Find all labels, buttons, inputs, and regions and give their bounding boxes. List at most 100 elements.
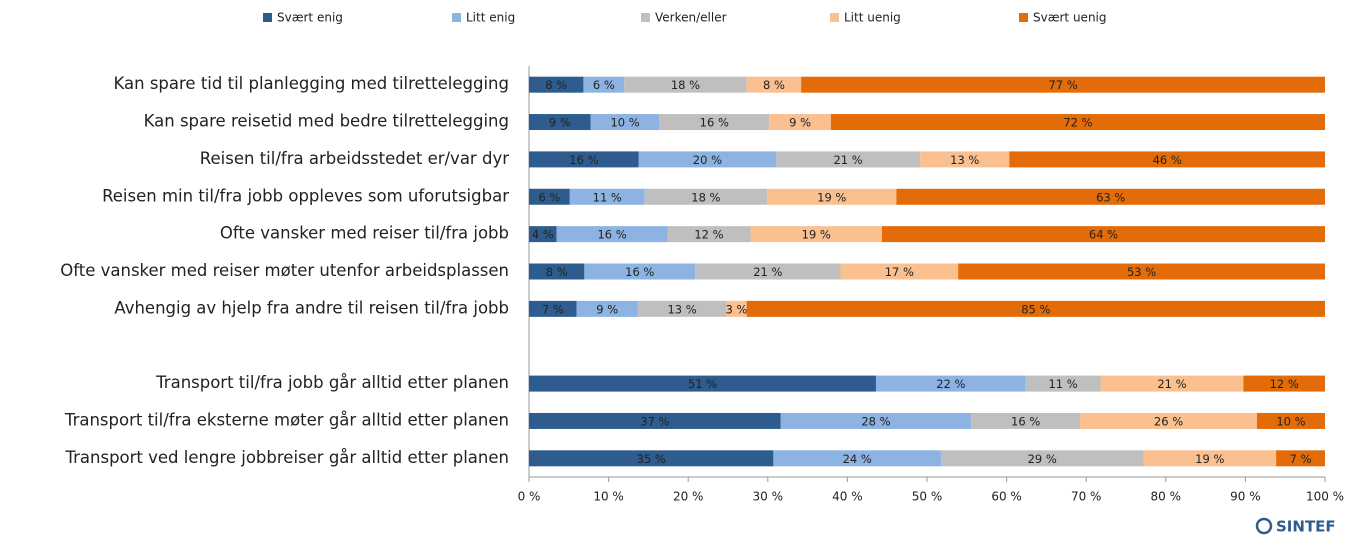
bar-segment bbox=[896, 188, 1325, 205]
value-label: 16 % bbox=[1011, 414, 1040, 428]
bar-segment bbox=[529, 114, 591, 131]
bar-segment bbox=[746, 300, 1325, 317]
legend-label: Litt enig bbox=[466, 11, 515, 25]
bar-segment bbox=[637, 300, 727, 317]
bar-segment bbox=[590, 114, 660, 131]
value-label: 6 % bbox=[593, 78, 615, 92]
legend-swatch bbox=[641, 13, 650, 22]
bar-segment bbox=[529, 151, 639, 168]
legend-label: Verken/eller bbox=[655, 11, 727, 25]
bar-segment bbox=[801, 76, 1325, 93]
legend-label: Litt uenig bbox=[844, 11, 901, 25]
x-tick-label: 70 % bbox=[1071, 490, 1102, 504]
bar-segment bbox=[875, 375, 1026, 392]
bar-segment bbox=[767, 188, 897, 205]
bar-segment bbox=[529, 76, 584, 93]
bar-segment bbox=[920, 151, 1010, 168]
bar-segment bbox=[971, 412, 1081, 429]
value-label: 72 % bbox=[1063, 116, 1092, 130]
value-label: 29 % bbox=[1028, 452, 1057, 466]
legend-swatch bbox=[1019, 13, 1028, 22]
bar-segment bbox=[667, 226, 751, 243]
category-label: Transport ved lengre jobbreiser går allt… bbox=[64, 448, 509, 467]
value-label: 21 % bbox=[753, 265, 782, 279]
value-label: 8 % bbox=[763, 78, 785, 92]
x-tick-label: 40 % bbox=[832, 490, 863, 504]
value-label: 12 % bbox=[694, 228, 723, 242]
value-label: 85 % bbox=[1021, 302, 1050, 316]
bar-segment bbox=[1276, 450, 1325, 467]
category-label: Transport til/fra eksterne møter går all… bbox=[64, 410, 509, 429]
x-tick-label: 90 % bbox=[1230, 490, 1261, 504]
bar-segment bbox=[750, 226, 883, 243]
value-label: 37 % bbox=[640, 414, 669, 428]
bar-segment bbox=[529, 263, 585, 280]
value-label: 28 % bbox=[861, 414, 890, 428]
bar-segment bbox=[584, 263, 696, 280]
bar-segment bbox=[583, 76, 625, 93]
bar-segment bbox=[529, 300, 577, 317]
value-label: 13 % bbox=[667, 302, 696, 316]
bar-segment bbox=[780, 412, 972, 429]
bar-segment bbox=[1025, 375, 1101, 392]
value-label: 13 % bbox=[950, 153, 979, 167]
bar-segment bbox=[1256, 412, 1325, 429]
x-tick-label: 10 % bbox=[593, 490, 624, 504]
value-label: 3 % bbox=[726, 302, 748, 316]
value-label: 19 % bbox=[802, 228, 831, 242]
category-label: Kan spare reisetid med bedre tilretteleg… bbox=[144, 112, 509, 131]
bar-segment bbox=[840, 263, 959, 280]
bar-segment bbox=[773, 450, 941, 467]
value-label: 77 % bbox=[1048, 78, 1077, 92]
value-label: 16 % bbox=[597, 228, 626, 242]
bar-segment bbox=[644, 188, 768, 205]
bar-segment bbox=[830, 114, 1325, 131]
bar-segment bbox=[556, 226, 668, 243]
value-label: 16 % bbox=[625, 265, 654, 279]
bar-segment bbox=[569, 188, 645, 205]
bar-segment bbox=[529, 412, 781, 429]
category-label: Ofte vansker med reiser til/fra jobb bbox=[220, 224, 509, 243]
value-label: 22 % bbox=[936, 377, 965, 391]
legend-label: Svært uenig bbox=[1033, 11, 1107, 25]
value-label: 64 % bbox=[1089, 228, 1118, 242]
category-label: Transport til/fra jobb går alltid etter … bbox=[155, 373, 509, 392]
value-label: 10 % bbox=[1276, 414, 1305, 428]
x-tick-label: 100 % bbox=[1306, 490, 1344, 504]
logo-text: SINTEF bbox=[1276, 518, 1336, 536]
value-label: 24 % bbox=[843, 452, 872, 466]
bar-segment bbox=[638, 151, 777, 168]
value-label: 11 % bbox=[1048, 377, 1077, 391]
bar-segment bbox=[958, 263, 1325, 280]
legend-swatch bbox=[263, 13, 272, 22]
value-label: 26 % bbox=[1154, 414, 1183, 428]
value-label: 51 % bbox=[688, 377, 717, 391]
category-label: Reisen min til/fra jobb oppleves som ufo… bbox=[102, 186, 509, 205]
value-label: 8 % bbox=[545, 78, 567, 92]
value-label: 4 % bbox=[532, 228, 554, 242]
category-label: Avhengig av hjelp fra andre til reisen t… bbox=[114, 298, 509, 317]
bar-segment bbox=[529, 188, 570, 205]
value-label: 7 % bbox=[542, 302, 564, 316]
value-label: 20 % bbox=[693, 153, 722, 167]
value-label: 9 % bbox=[789, 116, 811, 130]
bar-segment bbox=[776, 151, 921, 168]
bar-segment bbox=[1243, 375, 1325, 392]
bar-segment bbox=[726, 300, 747, 317]
value-label: 35 % bbox=[637, 452, 666, 466]
bar-segment bbox=[529, 226, 557, 243]
value-label: 19 % bbox=[1195, 452, 1224, 466]
logo-icon bbox=[1255, 517, 1273, 535]
x-tick-label: 0 % bbox=[518, 490, 541, 504]
value-label: 18 % bbox=[691, 190, 720, 204]
value-label: 11 % bbox=[593, 190, 622, 204]
value-label: 18 % bbox=[671, 78, 700, 92]
x-tick-label: 60 % bbox=[991, 490, 1022, 504]
bar-segment bbox=[576, 300, 638, 317]
value-label: 10 % bbox=[610, 116, 639, 130]
bar-segment bbox=[695, 263, 841, 280]
value-label: 8 % bbox=[546, 265, 568, 279]
value-label: 9 % bbox=[549, 116, 571, 130]
bar-segment bbox=[1143, 450, 1277, 467]
value-label: 21 % bbox=[1157, 377, 1186, 391]
